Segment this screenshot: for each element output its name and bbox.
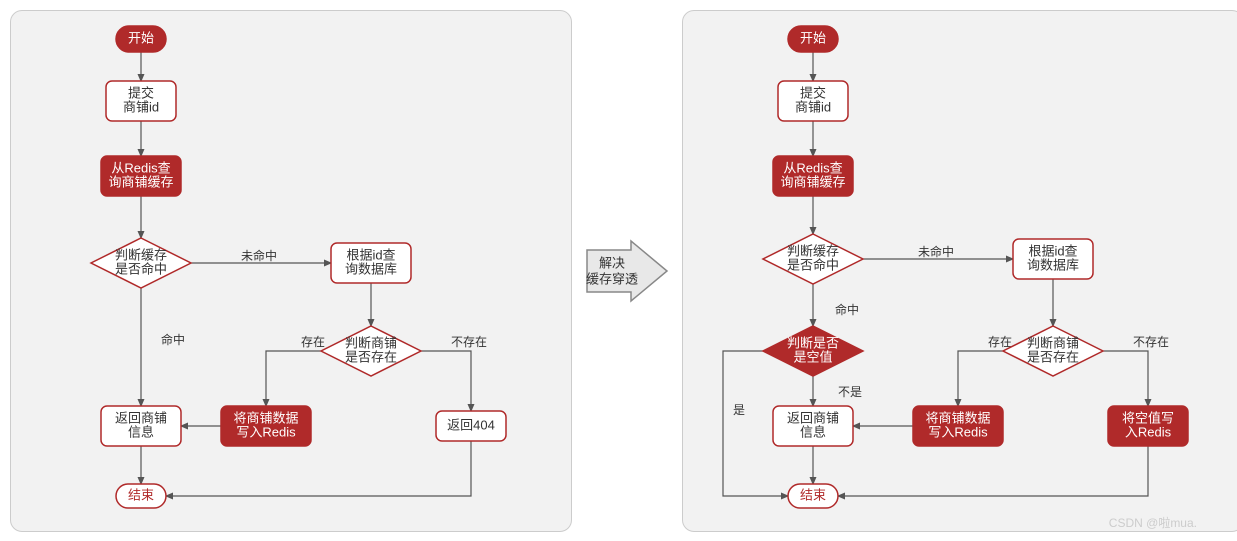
svg-text:判断缓存: 判断缓存 bbox=[115, 247, 167, 262]
svg-text:判断商铺: 判断商铺 bbox=[1027, 335, 1079, 350]
svg-text:将空值写: 将空值写 bbox=[1122, 410, 1174, 425]
svg-text:开始: 开始 bbox=[128, 30, 154, 45]
svg-text:是否命中: 是否命中 bbox=[787, 257, 839, 272]
svg-text:从Redis查: 从Redis查 bbox=[111, 160, 170, 175]
svg-text:不是: 不是 bbox=[838, 385, 862, 399]
watermark: CSDN @啦mua. bbox=[10, 514, 1197, 531]
svg-text:将商铺数据: 将商铺数据 bbox=[925, 410, 990, 425]
svg-text:是空值: 是空值 bbox=[793, 349, 832, 364]
svg-text:结束: 结束 bbox=[800, 487, 826, 502]
svg-text:判断缓存: 判断缓存 bbox=[787, 243, 839, 258]
svg-text:询商铺缓存: 询商铺缓存 bbox=[108, 174, 173, 189]
svg-text:判断是否: 判断是否 bbox=[787, 335, 839, 350]
svg-text:存在: 存在 bbox=[301, 335, 325, 349]
svg-text:信息: 信息 bbox=[800, 424, 826, 439]
svg-text:开始: 开始 bbox=[800, 30, 826, 45]
svg-text:写入Redis: 写入Redis bbox=[236, 424, 296, 439]
svg-text:解决: 解决 bbox=[599, 255, 625, 270]
svg-text:入Redis: 入Redis bbox=[1125, 424, 1172, 439]
svg-text:未命中: 未命中 bbox=[918, 244, 954, 259]
svg-text:写入Redis: 写入Redis bbox=[928, 424, 988, 439]
svg-text:不存在: 不存在 bbox=[451, 335, 487, 349]
svg-text:询商铺缓存: 询商铺缓存 bbox=[780, 174, 845, 189]
svg-text:商铺id: 商铺id bbox=[123, 99, 159, 114]
svg-text:不存在: 不存在 bbox=[1133, 335, 1169, 349]
svg-text:是: 是 bbox=[733, 403, 745, 417]
right-flowchart-panel: 未命中命中不是是 存在 不存在 开始提交商铺id 从Redis查询商铺缓存判断缓存是否命… bbox=[682, 10, 1237, 532]
svg-text:询数据库: 询数据库 bbox=[345, 261, 397, 276]
svg-text:是否命中: 是否命中 bbox=[115, 261, 167, 276]
left-flowchart-panel: 未命中命中 存在 不存在 开始提交商铺id 从Redis查询商铺缓存判断缓存是否命中 根据… bbox=[10, 10, 572, 532]
svg-text:返回商铺: 返回商铺 bbox=[115, 410, 167, 425]
svg-text:命中: 命中 bbox=[161, 332, 185, 347]
center-arrow-container: 解决缓存穿透 bbox=[582, 236, 672, 306]
svg-text:将商铺数据: 将商铺数据 bbox=[233, 410, 298, 425]
svg-text:是否存在: 是否存在 bbox=[1027, 349, 1079, 364]
svg-text:从Redis查: 从Redis查 bbox=[783, 160, 842, 175]
svg-text:结束: 结束 bbox=[128, 487, 154, 502]
svg-text:返回404: 返回404 bbox=[447, 417, 495, 432]
svg-text:提交: 提交 bbox=[800, 85, 826, 100]
svg-text:返回商铺: 返回商铺 bbox=[787, 410, 839, 425]
svg-text:是否存在: 是否存在 bbox=[345, 349, 397, 364]
svg-text:命中: 命中 bbox=[835, 302, 859, 317]
diagram-container: 未命中命中存在不存在开始提交商铺id从Redis查询商铺缓存判断缓存是否命中根据… bbox=[10, 10, 1227, 532]
svg-text:根据id查: 根据id查 bbox=[1028, 243, 1077, 258]
svg-text:根据id查: 根据id查 bbox=[346, 247, 395, 262]
svg-text:存在: 存在 bbox=[988, 335, 1012, 349]
svg-text:缓存穿透: 缓存穿透 bbox=[586, 271, 638, 286]
svg-text:判断商铺: 判断商铺 bbox=[345, 335, 397, 350]
svg-text:提交: 提交 bbox=[128, 85, 154, 100]
svg-text:信息: 信息 bbox=[128, 424, 154, 439]
svg-text:询数据库: 询数据库 bbox=[1027, 257, 1079, 272]
svg-text:未命中: 未命中 bbox=[241, 248, 277, 263]
svg-text:商铺id: 商铺id bbox=[795, 99, 831, 114]
